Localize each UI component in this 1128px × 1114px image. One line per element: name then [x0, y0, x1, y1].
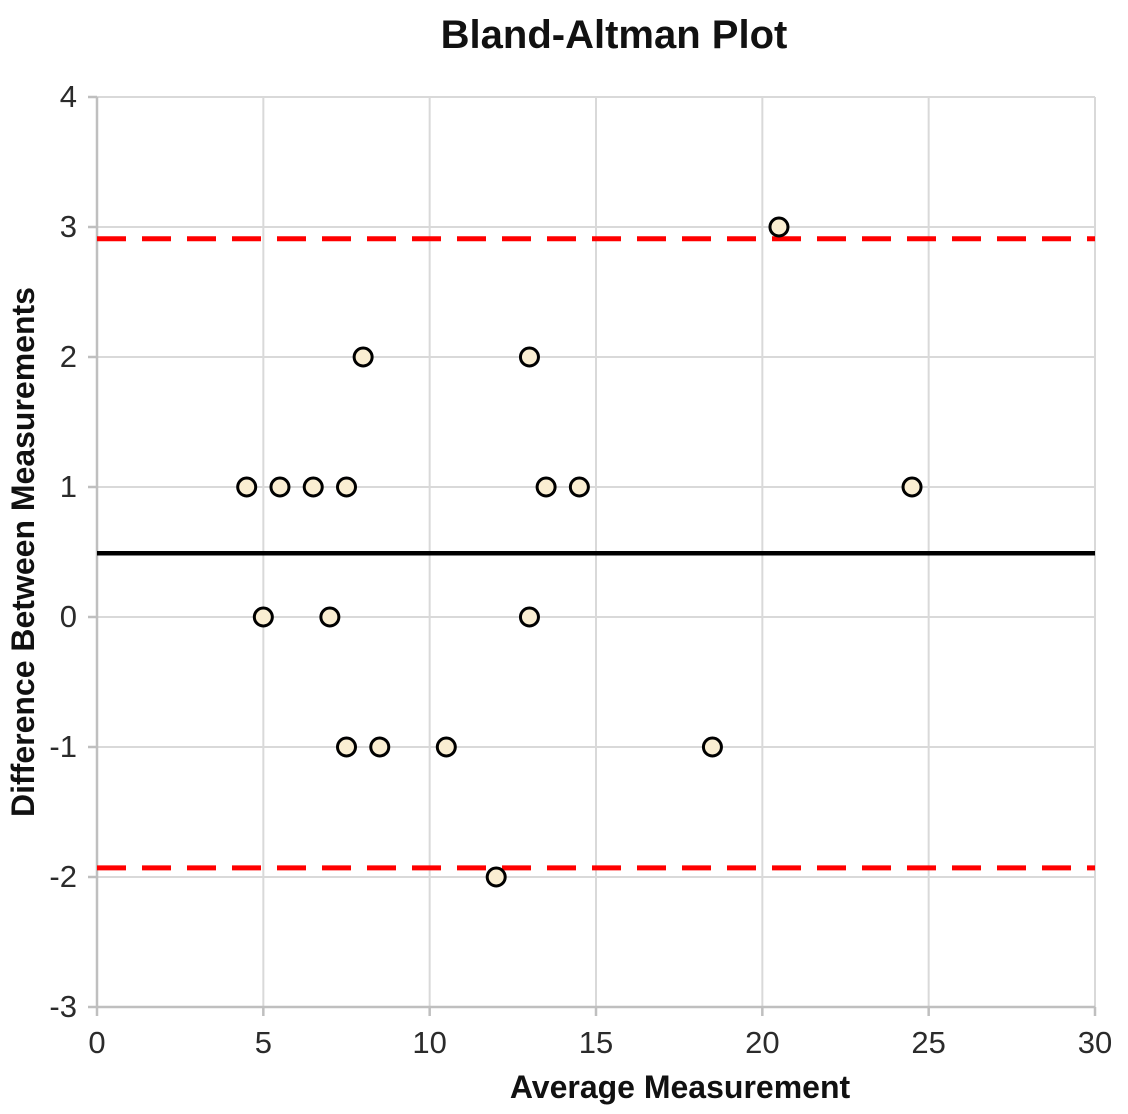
x-tick-label: 30 — [1078, 1025, 1112, 1060]
x-tick-label: 25 — [911, 1025, 945, 1060]
y-tick-label: 0 — [60, 599, 77, 634]
y-tick-label: 3 — [60, 209, 77, 244]
data-point — [435, 736, 457, 758]
x-tick-label: 15 — [579, 1025, 613, 1060]
data-point — [236, 476, 258, 498]
data-point — [269, 476, 291, 498]
y-tick-label: 4 — [60, 79, 77, 114]
data-point — [369, 736, 391, 758]
y-axis-title: Difference Between Measurements — [5, 287, 41, 817]
x-tick-label: 20 — [745, 1025, 779, 1060]
data-point — [568, 476, 590, 498]
data-point — [535, 476, 557, 498]
y-tick-label: -3 — [49, 989, 77, 1024]
data-points-layer — [236, 216, 923, 888]
data-point — [302, 476, 324, 498]
data-point — [701, 736, 723, 758]
x-tick-label: 5 — [255, 1025, 272, 1060]
y-tick-label: -1 — [49, 729, 77, 764]
data-point — [518, 606, 540, 628]
data-point — [768, 216, 790, 238]
y-tick-label: -2 — [49, 859, 77, 894]
data-point — [319, 606, 341, 628]
data-point — [518, 346, 540, 368]
y-tick-label: 2 — [60, 339, 77, 374]
x-tick-label: 0 — [88, 1025, 105, 1060]
data-point — [336, 736, 357, 758]
data-point — [252, 606, 274, 628]
data-point — [901, 476, 923, 498]
x-tick-label: 10 — [412, 1025, 446, 1060]
reference-lines-layer — [97, 236, 1095, 871]
axis-layer — [88, 95, 1097, 1016]
chart-title: Bland-Altman Plot — [441, 13, 788, 57]
data-point — [485, 866, 507, 888]
data-point — [336, 476, 357, 498]
data-point — [352, 346, 374, 368]
x-axis-title: Average Measurement — [510, 1069, 851, 1105]
y-tick-label: 1 — [60, 469, 77, 504]
